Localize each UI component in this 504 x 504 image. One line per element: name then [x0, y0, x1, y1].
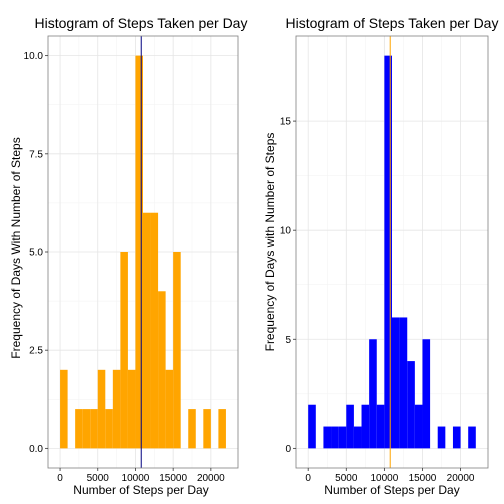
left-bars [60, 55, 226, 449]
histogram-bar [361, 404, 370, 449]
right-bars [308, 55, 476, 449]
right-ticks: 0 5000 10000 15000 20000 0 5 10 15 [280, 117, 475, 484]
histogram-bar [437, 426, 446, 449]
histogram-bar [127, 369, 136, 449]
y-tick-label: 5 [285, 335, 291, 346]
histogram-bar [422, 339, 431, 449]
right-plot-border [295, 35, 489, 469]
x-tick-label: 5000 [87, 473, 110, 484]
x-tick-label: 15000 [159, 473, 187, 484]
y-tick-label: 10 [280, 226, 292, 237]
histogram-bar [346, 404, 354, 449]
histogram-bar [135, 55, 143, 449]
histogram-bar [188, 409, 196, 449]
histogram-bar [143, 212, 151, 449]
histogram-bar [218, 409, 226, 449]
histogram-bar [369, 339, 377, 449]
histogram-bar [90, 409, 98, 449]
histogram-bar [60, 369, 68, 449]
histogram-bar [338, 426, 347, 449]
histogram-bar [173, 252, 181, 449]
histogram-bar [392, 317, 400, 449]
histogram-bar [105, 409, 113, 449]
histogram-bar [150, 212, 159, 449]
histogram-bar [165, 369, 174, 449]
right-y-axis-title: Frequency of Days with Number of Steps [263, 133, 277, 352]
x-tick-label: 0 [305, 473, 311, 484]
histogram-bar [308, 404, 316, 449]
y-tick-label: 5.0 [29, 248, 43, 259]
histogram-bar [75, 409, 83, 449]
x-tick-label: 20000 [447, 473, 475, 484]
histogram-bar [399, 317, 408, 449]
x-tick-label: 5000 [335, 473, 358, 484]
left-plot-area: 0 5000 10000 15000 20000 0.0 2.5 5.0 7.5 10.0 [24, 35, 239, 484]
y-tick-label: 15 [280, 117, 292, 128]
left-histogram-panel: Histogram of Steps Taken per Day Number … [9, 15, 247, 497]
histogram-bar [203, 409, 211, 449]
y-tick-label: 2.5 [29, 346, 43, 357]
right-histogram-panel: Histogram of Steps Taken per Day Number … [263, 15, 498, 497]
left-ticks: 0 5000 10000 15000 20000 0.0 2.5 5.0 7.5 10.0 [24, 51, 226, 484]
histogram-bar [158, 291, 166, 449]
right-chart-title: Histogram of Steps Taken per Day [286, 15, 499, 31]
x-tick-label: 20000 [197, 473, 225, 484]
left-x-axis-title: Number of Steps per Day [73, 483, 208, 497]
x-tick-label: 15000 [409, 473, 437, 484]
histogram-bar [376, 404, 385, 449]
y-tick-label: 0 [285, 444, 291, 455]
y-tick-label: 10.0 [24, 51, 44, 62]
right-x-axis-title: Number of Steps per Day [324, 483, 459, 497]
histogram-bar [414, 404, 423, 449]
histogram-bar [112, 369, 121, 449]
y-tick-label: 7.5 [29, 149, 43, 160]
histogram-bar [97, 369, 106, 449]
histogram-bar [331, 426, 339, 449]
x-tick-label: 0 [57, 473, 63, 484]
histogram-bar [384, 55, 392, 449]
x-tick-label: 10000 [370, 473, 398, 484]
histogram-bar [468, 426, 476, 449]
histogram-bar [82, 409, 91, 449]
histogram-bar [407, 361, 415, 449]
left-chart-title: Histogram of Steps Taken per Day [35, 15, 248, 31]
histogram-bar [353, 426, 362, 449]
left-y-axis-title: Frequency of Days With Number of Steps [9, 137, 23, 358]
histogram-bar [452, 426, 461, 449]
x-tick-label: 10000 [122, 473, 150, 484]
histogram-bar [323, 426, 332, 449]
right-plot-area: 0 5000 10000 15000 20000 0 5 10 15 [280, 35, 489, 484]
histogram-bar [120, 252, 128, 449]
y-tick-label: 0.0 [29, 444, 43, 455]
